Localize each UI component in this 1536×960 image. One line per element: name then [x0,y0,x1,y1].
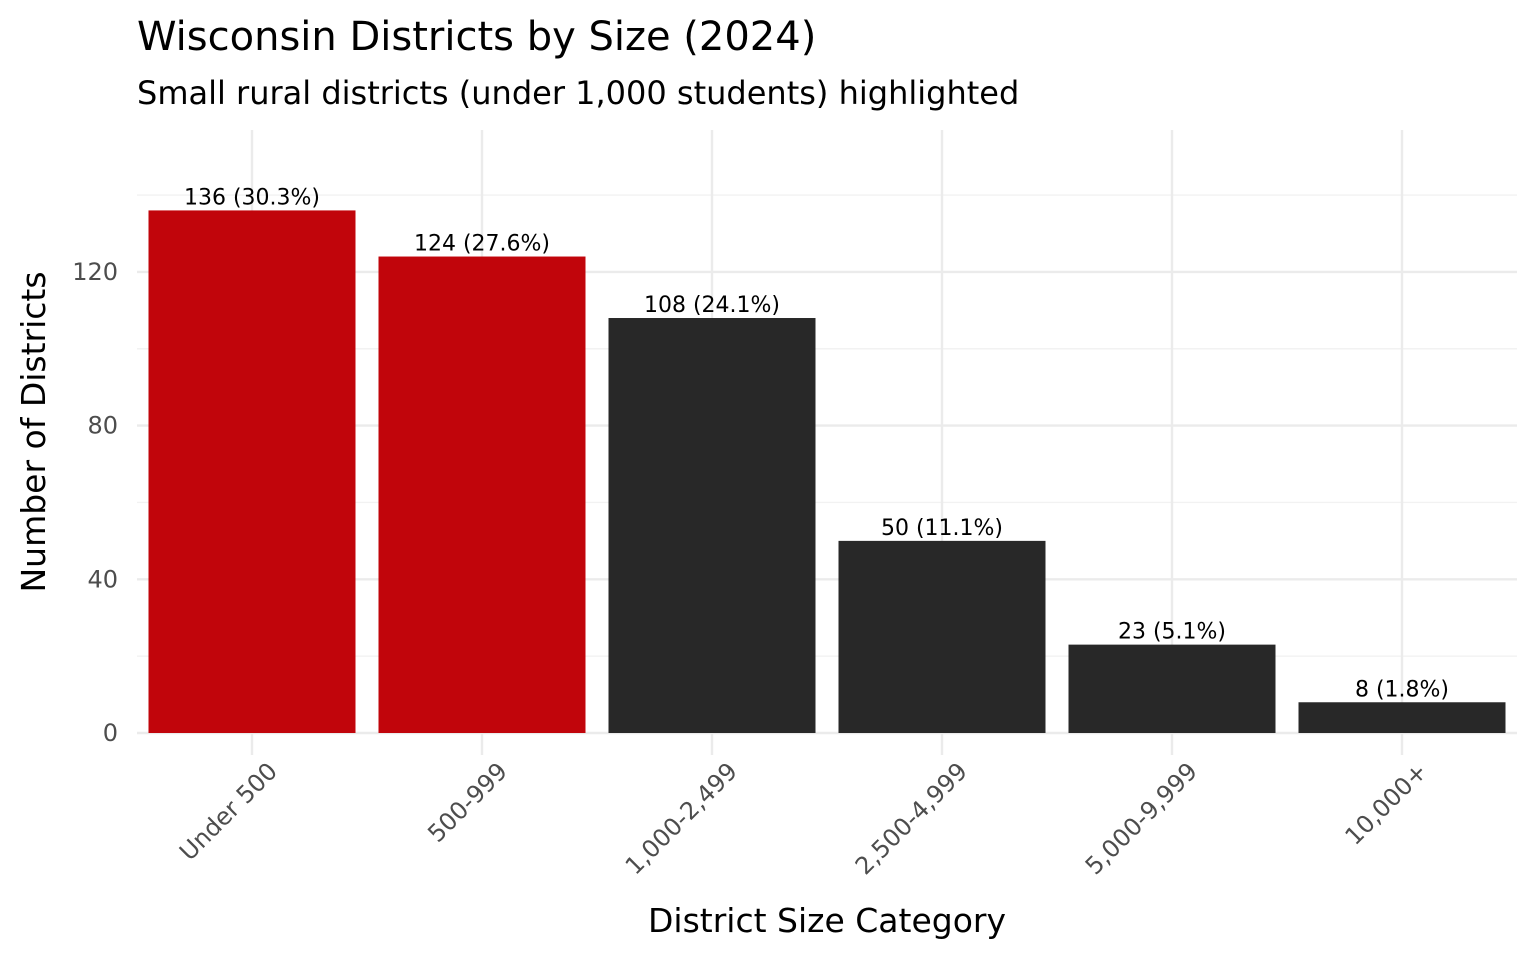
chart-subtitle: Small rural districts (under 1,000 stude… [137,74,1019,112]
bar [378,256,586,733]
bar [1068,644,1276,733]
bars [148,210,1506,734]
y-tick-label: 80 [87,412,118,440]
chart-title: Wisconsin Districts by Size (2024) [137,14,816,60]
x-tick-label: 500-999 [422,757,513,848]
bar-value-label: 108 (24.1%) [644,293,780,318]
y-tick-label: 120 [72,258,118,286]
bar-value-labels: 136 (30.3%) 124 (27.6%) 108 (24.1%) 50 (11.… [184,185,1449,702]
bar-value-label: 50 (11.1%) [881,516,1003,541]
bar [608,318,816,733]
bar-value-label: 8 (1.8%) [1355,677,1449,702]
bar-value-label: 136 (30.3%) [184,185,320,210]
bar-value-label: 124 (27.6%) [414,232,550,257]
x-tick-label: 10,000+ [1340,757,1433,850]
y-axis-ticks: 0 40 80 120 [72,258,118,747]
y-tick-label: 40 [87,565,118,593]
x-tick-label: 1,000-2,499 [620,757,743,880]
x-axis-ticks: Under 500 500-999 1,000-2,499 2,500-4,999 5,… [174,757,1433,880]
x-tick-label: Under 500 [174,757,283,866]
bar [838,540,1046,733]
bar-value-label: 23 (5.1%) [1118,620,1226,645]
x-axis-title: District Size Category [648,901,1006,940]
x-tick-label: 2,500-4,999 [850,757,973,880]
bar [148,210,356,734]
y-axis-title: Number of Districts [14,271,53,592]
x-tick-label: 5,000-9,999 [1080,757,1203,880]
y-tick-label: 0 [103,719,118,747]
bar [1298,702,1506,733]
